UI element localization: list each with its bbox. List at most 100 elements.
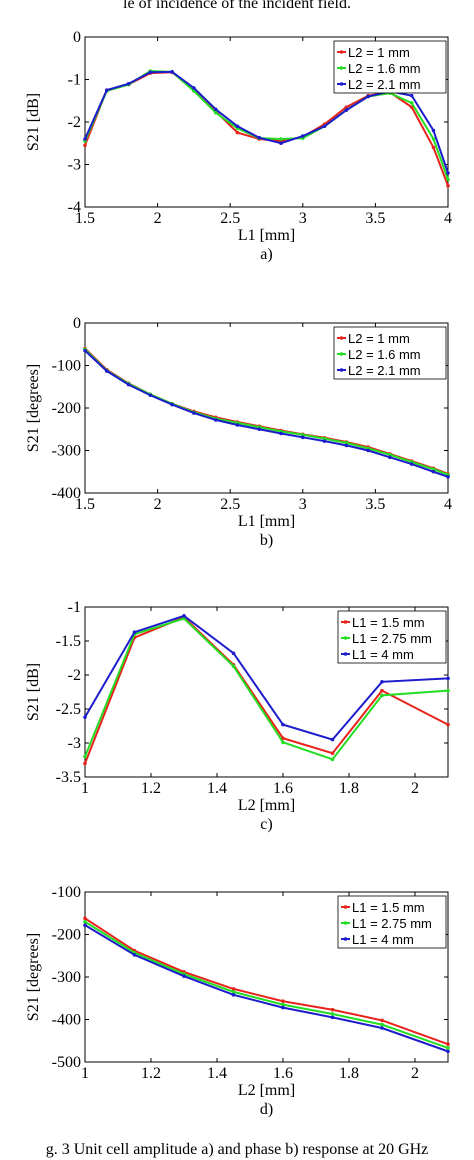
- legend-marker: [343, 652, 348, 656]
- data-point: [322, 439, 327, 443]
- data-point: [213, 110, 218, 115]
- data-point: [330, 737, 335, 742]
- legend-box: [333, 40, 447, 94]
- data-point: [170, 70, 174, 74]
- data-point: [257, 135, 262, 140]
- data-point: [231, 987, 236, 991]
- data-point: [83, 919, 87, 924]
- x-tick-label: 1: [81, 1065, 89, 1082]
- legend-box: [337, 610, 447, 664]
- x-tick-label: 4: [444, 496, 452, 513]
- data-point: [281, 1002, 285, 1007]
- data-point: [231, 990, 236, 994]
- y-axis-label: S21 [dB]: [25, 93, 42, 151]
- x-axis-label: L2 [mm]: [238, 797, 295, 814]
- y-tick-label: -3: [68, 157, 81, 174]
- data-point: [380, 693, 384, 698]
- x-tick-label: 1.8: [339, 1065, 359, 1082]
- x-tick-label: 1.2: [141, 1065, 161, 1082]
- y-tick-label: 0: [73, 315, 81, 332]
- y-axis-label: S21 [dB]: [25, 663, 42, 721]
- legend-marker: [343, 921, 348, 925]
- legend-marker: [339, 66, 344, 70]
- panel-label: d): [260, 1101, 273, 1118]
- data-point: [330, 1007, 335, 1012]
- y-tick-label: -3.5: [56, 769, 81, 786]
- data-point: [83, 754, 87, 759]
- data-point: [446, 475, 450, 479]
- data-point: [83, 137, 87, 141]
- data-point: [446, 676, 450, 681]
- data-point: [231, 993, 236, 997]
- data-point: [231, 651, 236, 656]
- legend-entry: L2 = 1.6 mm: [348, 347, 421, 362]
- data-point: [431, 467, 436, 472]
- y-tick-label: -400: [52, 485, 81, 502]
- y-tick-label: -500: [52, 1054, 81, 1071]
- data-point: [192, 86, 196, 90]
- data-point: [446, 177, 450, 182]
- data-point: [344, 443, 349, 448]
- data-point: [380, 1026, 384, 1030]
- y-tick-label: -100: [52, 358, 81, 375]
- data-point: [83, 348, 87, 353]
- data-point: [330, 757, 335, 762]
- x-tick-label: 2: [154, 496, 162, 513]
- x-tick-label: 2.5: [220, 496, 240, 513]
- data-point: [235, 423, 240, 427]
- x-tick-label: 3.5: [365, 496, 385, 513]
- legend-entry: L2 = 1 mm: [348, 45, 410, 60]
- x-tick-label: 2: [154, 210, 162, 227]
- data-point: [431, 469, 436, 474]
- y-tick-label: -1: [68, 72, 81, 89]
- x-tick-label: 1.8: [339, 780, 359, 797]
- chart-panel-4: 1 1.2 1.4 1.6 1.8 2 -100 -200 -300 -400 -500 L2 [mm…: [25, 884, 450, 1118]
- x-tick-label: 1.4: [207, 780, 227, 797]
- data-point: [330, 1015, 335, 1020]
- x-tick-label: 1.5: [75, 496, 95, 513]
- y-tick-label: -200: [52, 927, 81, 944]
- x-tick-label: 1: [81, 780, 89, 797]
- data-point: [366, 94, 370, 99]
- legend-marker: [339, 368, 344, 372]
- x-axis-label: L1 [mm]: [238, 513, 295, 530]
- data-point: [231, 664, 236, 668]
- legend-marker: [343, 937, 348, 941]
- y-tick-label: -2: [68, 114, 81, 131]
- data-point: [83, 761, 87, 766]
- data-point: [281, 999, 285, 1004]
- legend-entry: L2 = 2.1 mm: [348, 363, 421, 378]
- x-tick-label: 3.5: [365, 210, 385, 227]
- y-tick-label: -1: [68, 599, 81, 616]
- y-tick-label: -200: [52, 400, 81, 417]
- data-point: [446, 1046, 450, 1050]
- x-tick-label: 2.5: [220, 210, 240, 227]
- data-point: [446, 171, 450, 175]
- data-point: [126, 382, 131, 387]
- data-point: [322, 436, 327, 441]
- data-point: [192, 411, 196, 415]
- legend-entry: L1 = 2.75 mm: [352, 631, 432, 646]
- data-point: [344, 441, 349, 445]
- panel-label: a): [260, 246, 272, 263]
- data-point: [388, 452, 392, 457]
- data-point: [132, 630, 137, 634]
- x-tick-label: 2: [411, 780, 419, 797]
- data-point: [104, 369, 109, 373]
- data-point: [431, 128, 436, 133]
- legend-marker: [343, 620, 348, 624]
- data-point: [83, 923, 87, 927]
- data-point: [446, 1042, 450, 1046]
- data-point: [301, 134, 305, 138]
- data-point: [148, 393, 153, 398]
- y-tick-label: -100: [52, 884, 81, 901]
- x-axis-label: L1 [mm]: [238, 227, 295, 244]
- chart-panel-2: 1.5 2 2.5 3 3.5 4 0 -100 -200 -300 -400 L1 [mm] S21 …: [25, 315, 452, 549]
- chart-panel-3: 1 1.2 1.4 1.6 1.8 2 -1 -1.5 -2 -2.5 -3 -3.5 L2 [mm] S…: [25, 599, 450, 833]
- x-tick-label: 1.5: [75, 210, 95, 227]
- y-tick-label: -400: [52, 1012, 81, 1029]
- data-point: [322, 124, 327, 129]
- data-point: [366, 448, 370, 453]
